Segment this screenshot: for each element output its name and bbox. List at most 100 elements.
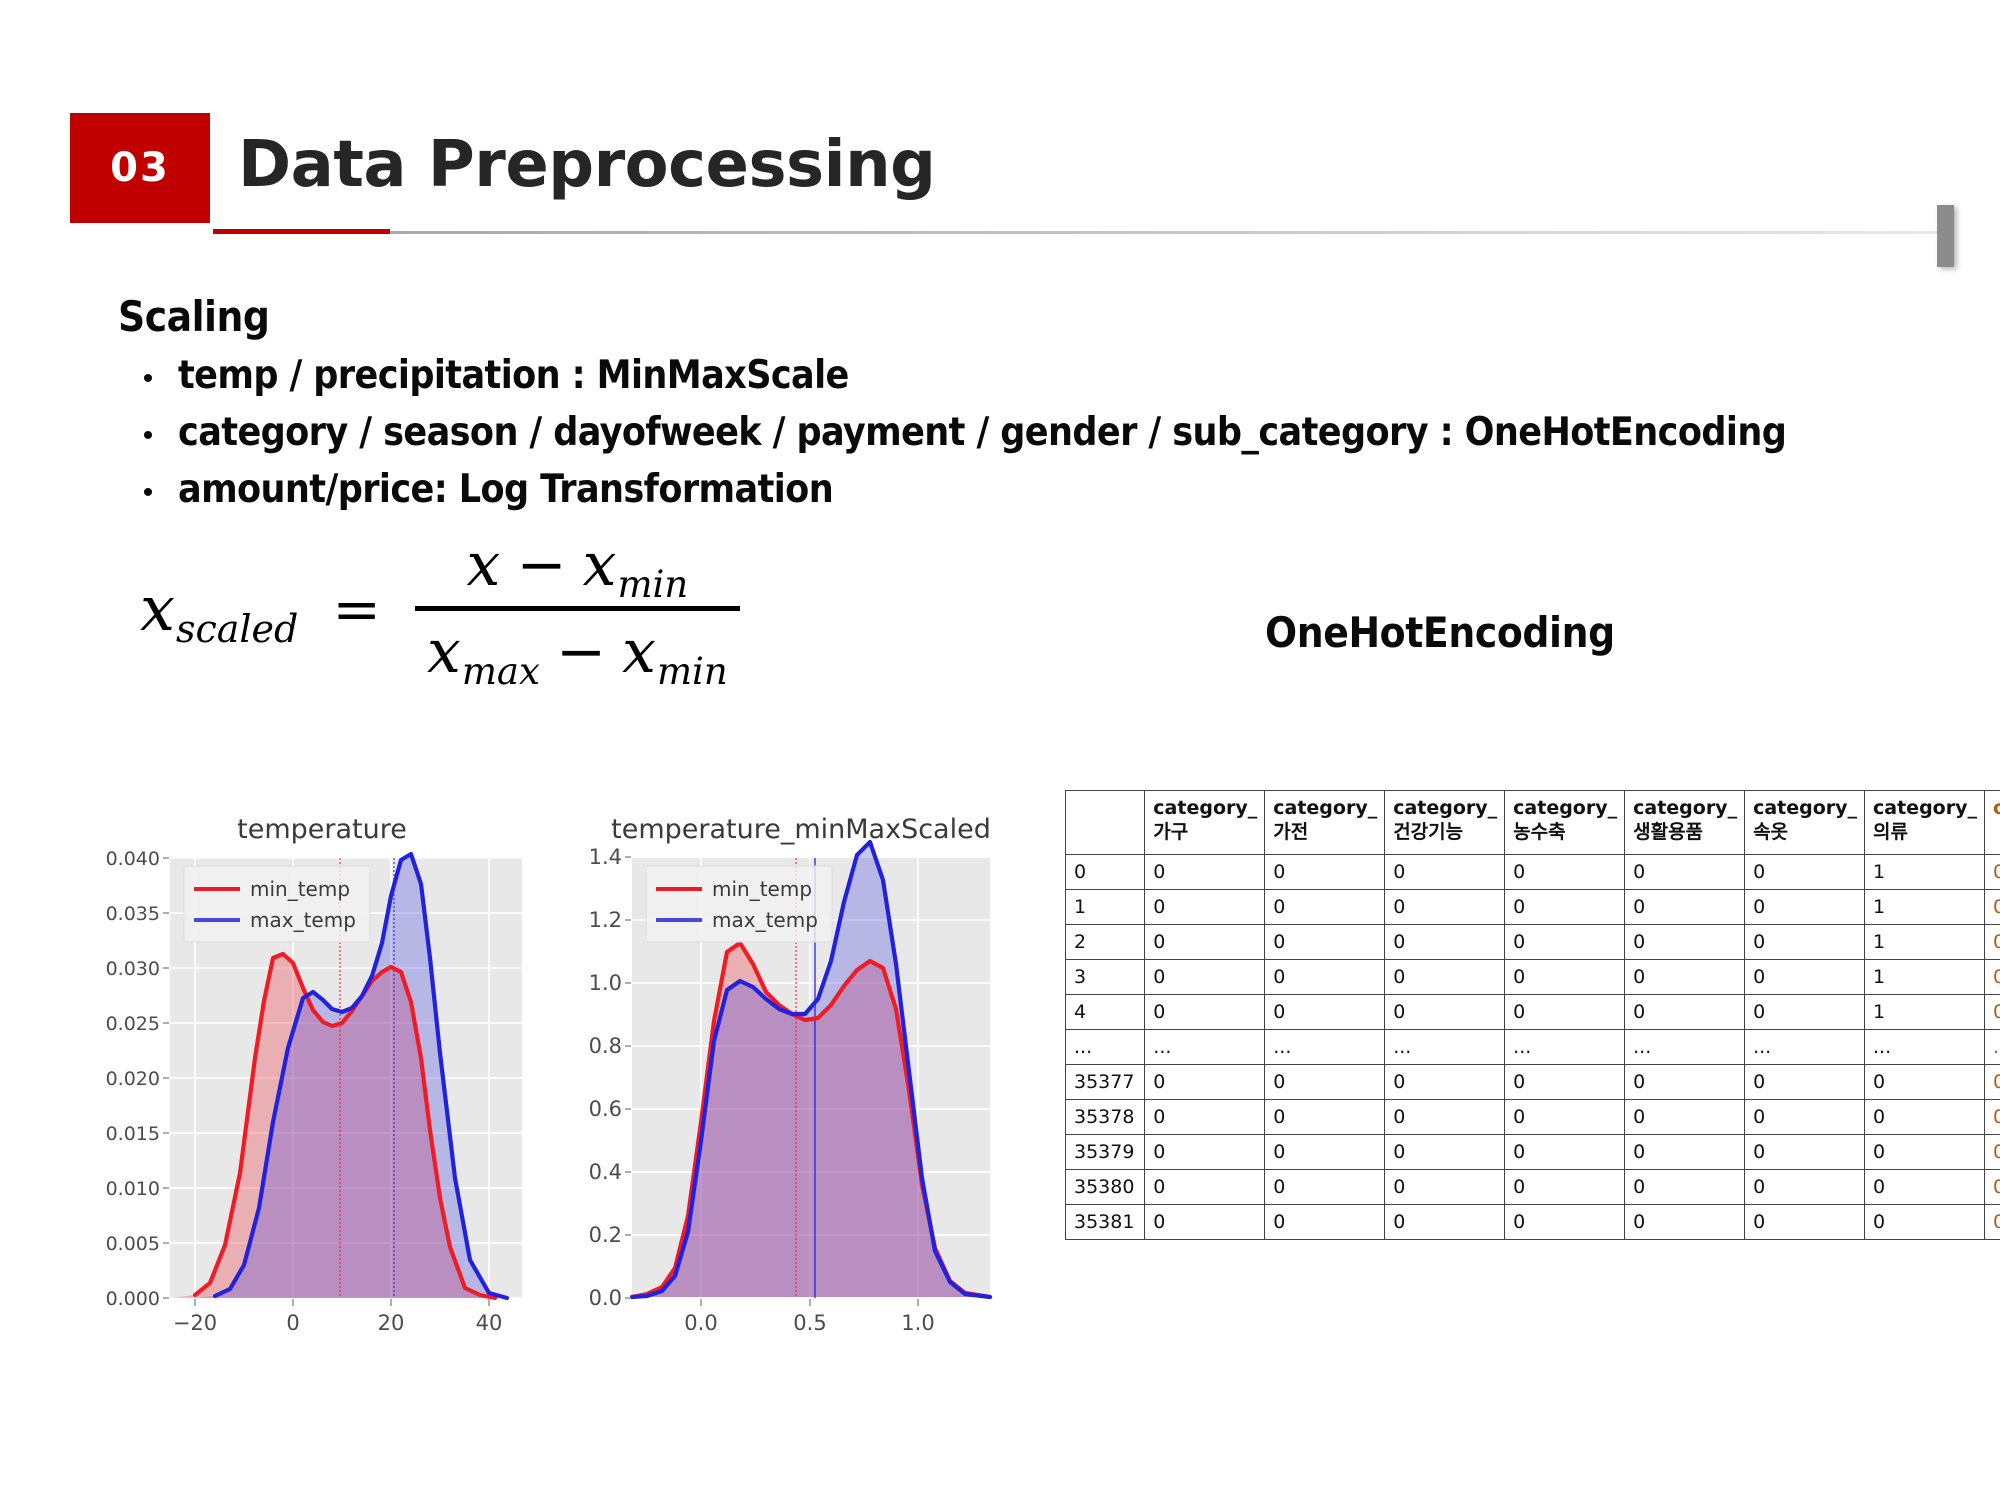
formula-equals-sign: = xyxy=(332,574,381,643)
cell: 0 xyxy=(1744,1204,1866,1240)
chart-legend: min_temp max_temp xyxy=(183,865,371,943)
cell: 0 xyxy=(1384,994,1506,1030)
cell: 0 xyxy=(1624,889,1746,925)
svg-text:0.035: 0.035 xyxy=(106,903,160,925)
row-index: 4 xyxy=(1065,994,1146,1030)
row-index: 1 xyxy=(1065,889,1146,925)
cell: 1 xyxy=(1864,924,1985,960)
cell: 0 xyxy=(1983,1064,2000,1100)
cell: ... xyxy=(1744,1029,1866,1065)
cell: 0 xyxy=(1744,854,1866,890)
column-header-suffix: 생활용품 xyxy=(1633,820,1704,843)
cell: 0 xyxy=(1983,1169,2000,1205)
cell: 0 xyxy=(1624,1134,1746,1170)
svg-text:0.8: 0.8 xyxy=(589,1034,622,1058)
cell: 0 xyxy=(1384,1064,1506,1100)
row-index: 35381 xyxy=(1065,1204,1146,1240)
table-row[interactable]: 3 0 0 0 0 0 0 1 0 xyxy=(1065,959,2000,995)
y-axis-ticks: 0.0 0.2 0.4 0.6 0.8 1.0 1.2 1.4 xyxy=(589,845,622,1310)
row-index: 3 xyxy=(1065,959,1146,995)
cell: 0 xyxy=(1983,994,2000,1030)
cell: 0 xyxy=(1384,1099,1506,1135)
cell: 0 xyxy=(1504,959,1626,995)
bullet-marker-icon: • xyxy=(142,362,154,395)
cell: 0 xyxy=(1744,994,1866,1030)
header-rule-gray xyxy=(390,231,1943,234)
cell: ... xyxy=(1264,1029,1386,1065)
onehot-dataframe[interactable]: category_ 가구 category_ 가전 category_ 건강기능… xyxy=(1065,790,2000,1355)
table-row[interactable]: 35378 0 0 0 0 0 0 0 0 xyxy=(1065,1099,2000,1135)
table-row[interactable]: 35377 0 0 0 0 0 0 0 0 xyxy=(1065,1064,2000,1100)
row-index: 0 xyxy=(1065,854,1146,890)
cell: 0 xyxy=(1864,1169,1985,1205)
row-index: 35379 xyxy=(1065,1134,1146,1170)
cell: 1 xyxy=(1864,889,1985,925)
x-axis-ticks: 0.0 0.5 1.0 xyxy=(684,1311,934,1335)
legend-label-min-temp: min_temp xyxy=(250,877,350,901)
formula-fraction: x − x min x max − x min xyxy=(414,530,740,693)
svg-text:0.000: 0.000 xyxy=(106,1288,160,1310)
cell: 0 xyxy=(1744,959,1866,995)
cell: 0 xyxy=(1384,924,1506,960)
legend-label-max-temp: max_temp xyxy=(250,908,356,932)
table-row[interactable]: 4 0 0 0 0 0 0 1 0 xyxy=(1065,994,2000,1030)
table-row[interactable]: 35379 0 0 0 0 0 0 0 0 xyxy=(1065,1134,2000,1170)
cell: 0 xyxy=(1504,1099,1626,1135)
column-header-category-truncated: category_ xyxy=(1983,790,2000,855)
cell: ... xyxy=(1144,1029,1266,1065)
cell: 0 xyxy=(1744,1169,1866,1205)
cell: 0 xyxy=(1144,924,1266,960)
cell: 1 xyxy=(1864,959,1985,995)
cell: 0 xyxy=(1624,854,1746,890)
row-index: 35380 xyxy=(1065,1169,1146,1205)
svg-text:1.0: 1.0 xyxy=(901,1311,934,1335)
cell: 0 xyxy=(1504,1204,1626,1240)
svg-text:0.0: 0.0 xyxy=(589,1286,622,1310)
bullet-item-2: • category / season / dayofweek / paymen… xyxy=(118,410,1918,455)
cell: 0 xyxy=(1144,854,1266,890)
table-row[interactable]: 35380 0 0 0 0 0 0 0 0 xyxy=(1065,1169,2000,1205)
series-min-temp-line xyxy=(192,951,498,1301)
svg-text:20: 20 xyxy=(378,1311,405,1335)
column-header-prefix: category_ xyxy=(1273,797,1378,819)
bullet-item-1: • temp / precipitation : MinMaxScale xyxy=(118,353,1918,398)
cell: 0 xyxy=(1744,1134,1866,1170)
row-index: ... xyxy=(1065,1029,1146,1065)
column-header-suffix: 가구 xyxy=(1153,820,1189,843)
column-header-suffix: 속옷 xyxy=(1753,820,1789,843)
svg-text:0.2: 0.2 xyxy=(589,1223,622,1247)
svg-text:0.6: 0.6 xyxy=(589,1097,622,1121)
cell: 0 xyxy=(1264,959,1386,995)
cell: 0 xyxy=(1983,1134,2000,1170)
header-rule-accent xyxy=(213,229,390,234)
column-header-suffix: 가전 xyxy=(1273,820,1309,843)
cell: ... xyxy=(1384,1029,1506,1065)
column-header-prefix: category_ xyxy=(1753,797,1858,819)
table-row[interactable]: 0 0 0 0 0 0 0 1 0 xyxy=(1065,854,2000,890)
table-row[interactable]: 35381 0 0 0 0 0 0 0 0 xyxy=(1065,1204,2000,1240)
legend-label-max-temp: max_temp xyxy=(712,908,818,932)
cell: 0 xyxy=(1144,1204,1266,1240)
cell: 0 xyxy=(1624,1099,1746,1135)
column-header-prefix: category_ xyxy=(1992,797,2000,819)
cell: 0 xyxy=(1983,889,2000,925)
bullet-text-3: amount/price: Log Transformation xyxy=(178,467,834,512)
cell: 0 xyxy=(1983,854,2000,890)
svg-text:−20: −20 xyxy=(173,1311,217,1335)
row-index: 2 xyxy=(1065,924,1146,960)
series-max-temp-line xyxy=(212,851,510,1301)
formula-lhs-subscript: scaled xyxy=(175,607,299,651)
series-max-temp-area xyxy=(632,842,990,1297)
chart-temperature-title: temperature xyxy=(237,814,407,845)
cell: 0 xyxy=(1744,889,1866,925)
chart-temperature-plot: 0.000 0.005 0.010 0.015 0.020 0.025 0.03… xyxy=(106,848,522,1335)
cell: 0 xyxy=(1144,1064,1266,1100)
chart-temperature-minmaxscaled-title: temperature_minMaxScaled xyxy=(611,814,991,845)
cell: 0 xyxy=(1264,854,1386,890)
table-row[interactable]: 2 0 0 0 0 0 0 1 0 xyxy=(1065,924,2000,960)
svg-text:0: 0 xyxy=(286,1311,299,1335)
y-axis-tickmarks xyxy=(625,856,631,1299)
cell: 0 xyxy=(1504,1169,1626,1205)
table-row[interactable]: 1 0 0 0 0 0 0 1 0 xyxy=(1065,889,2000,925)
cell: ... xyxy=(1624,1029,1746,1065)
